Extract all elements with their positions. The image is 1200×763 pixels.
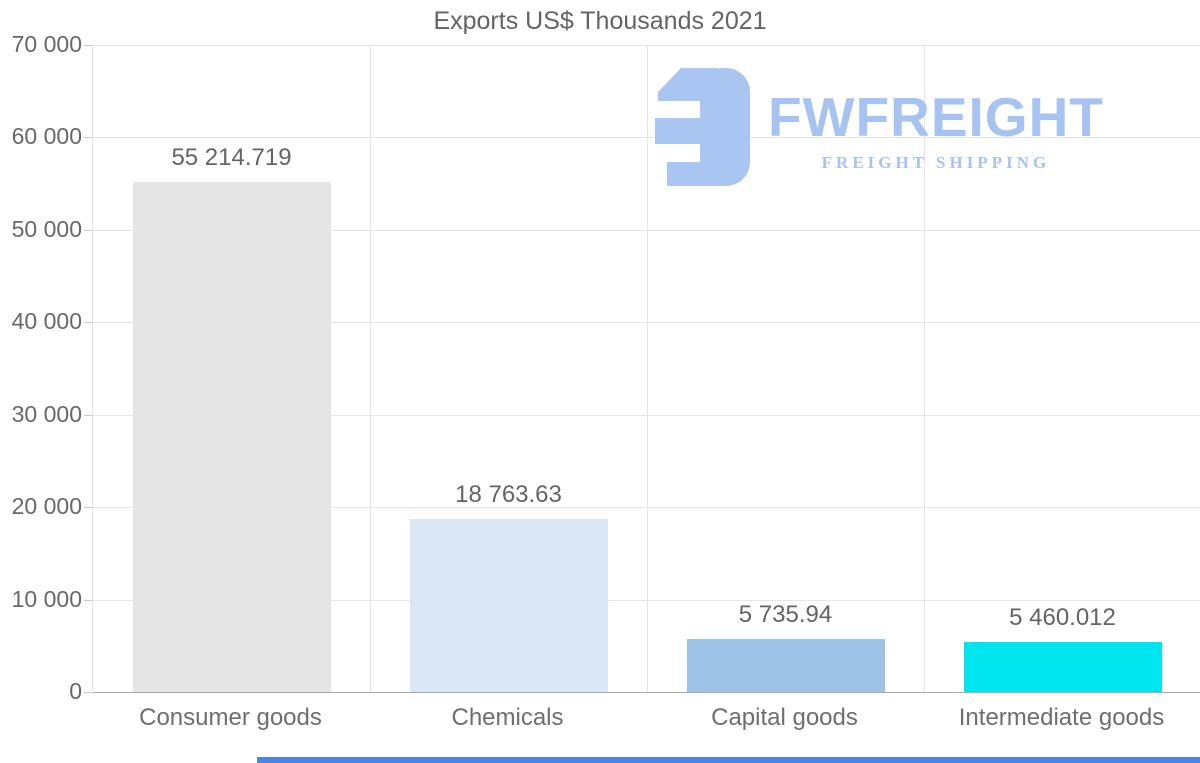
gridline-vertical: [370, 45, 371, 692]
bar-capital-goods: [686, 639, 885, 692]
y-tick-mark: [84, 45, 92, 46]
x-category-label: Capital goods: [711, 704, 858, 731]
gridline-vertical: [924, 45, 925, 692]
y-tick-mark: [84, 599, 92, 601]
plot-area: 55 214.719 18 763.63 5 735.94 5 460.012: [92, 45, 1200, 693]
logo-brand-text: FWFREIGHT: [768, 86, 1104, 148]
bar-intermediate-goods: [963, 642, 1162, 692]
gridline-vertical: [647, 45, 648, 692]
gridline-horizontal: [93, 599, 1200, 601]
bar-value-label: 55 214.719: [171, 144, 292, 171]
bar-value-label: 18 763.63: [455, 481, 562, 508]
y-tick-label: 70 000: [11, 30, 82, 57]
bar-consumer-goods: [132, 182, 331, 692]
x-category-label: Consumer goods: [139, 704, 322, 731]
y-tick-mark: [84, 692, 92, 693]
y-tick-mark: [84, 507, 92, 509]
y-tick-label: 60 000: [11, 123, 82, 150]
fwfreight-logo-icon: [655, 68, 750, 186]
gridline-horizontal: [93, 414, 1200, 416]
y-tick-mark: [84, 322, 92, 324]
y-tick-label: 30 000: [11, 400, 82, 427]
x-axis-line: [93, 692, 1200, 693]
gridline-horizontal: [93, 507, 1200, 509]
bar-value-label: 5 735.94: [738, 601, 833, 628]
y-tick-mark: [84, 137, 92, 139]
y-tick-label: 10 000: [11, 585, 82, 612]
logo: FWFREIGHT FREIGHT SHIPPING: [648, 68, 1104, 186]
x-category-label: Intermediate goods: [958, 704, 1165, 731]
gridline-horizontal: [93, 229, 1200, 231]
bar-chemicals: [409, 519, 608, 692]
y-tick-label: 20 000: [11, 493, 82, 520]
chart-title: Exports US$ Thousands 2021: [433, 7, 767, 35]
y-tick-label: 50 000: [11, 215, 82, 242]
bar-value-label: 5 460.012: [1009, 604, 1116, 631]
bottom-accent-bar: [257, 757, 1200, 763]
logo-tagline-text: FREIGHT SHIPPING: [821, 153, 1051, 172]
y-tick-mark: [84, 229, 92, 231]
gridline-horizontal: [93, 45, 1200, 46]
y-tick-label: 40 000: [11, 308, 82, 335]
y-tick-mark: [84, 414, 92, 416]
x-category-label: Chemicals: [451, 704, 564, 731]
gridline-horizontal: [93, 137, 1200, 139]
y-tick-label: 0: [69, 677, 82, 704]
gridline-horizontal: [93, 322, 1200, 324]
